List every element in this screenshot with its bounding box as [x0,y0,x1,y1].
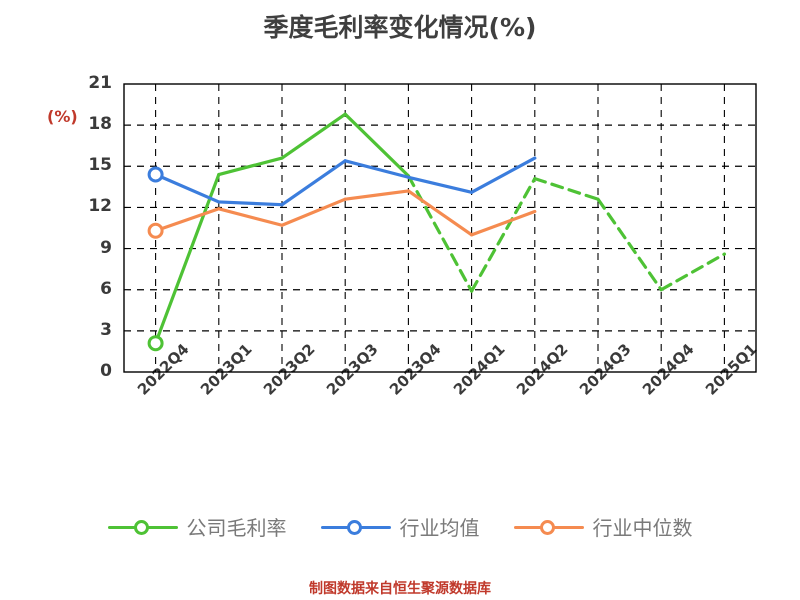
y-tick-label: 0 [100,361,112,381]
y-tick-label: 18 [88,114,112,135]
legend-item[interactable]: 公司毛利率 [107,512,287,541]
legend-marker-icon [513,517,584,537]
x-tick-label: 2024Q1 [449,340,509,399]
legend-marker-icon [107,517,178,537]
y-axis-label: (%) [47,107,78,126]
y-tick-label: 15 [88,155,112,176]
y-tick-label: 6 [100,278,112,299]
x-tick-label: 2023Q1 [196,340,256,399]
chart-footnote: 制图数据来自恒生聚源数据库 [309,581,491,597]
legend-label: 行业中位数 [592,516,693,540]
x-tick-label: 2024Q3 [576,340,635,399]
y-tick-label: 3 [100,319,112,340]
y-tick-label: 12 [88,196,112,217]
legend-item[interactable]: 行业均值 [320,512,480,541]
y-tick-label: 9 [100,237,112,258]
x-tick-label: 2023Q4 [386,340,446,399]
x-tick-label: 2023Q3 [323,340,382,399]
x-tick-label: 2024Q4 [639,340,698,399]
y-tick-label: 21 [88,73,112,93]
x-tick-label: 2023Q2 [260,340,319,399]
legend-marker-icon [320,517,391,537]
chart-title: 季度毛利率变化情况(%) [263,13,537,42]
legend-label: 公司毛利率 [186,516,287,540]
chart-legend: 公司毛利率 行业均值 行业中位数 [0,512,800,541]
legend-label: 行业均值 [399,516,480,540]
legend-item[interactable]: 行业中位数 [513,512,693,541]
x-tick-label: 2025Q1 [702,340,762,399]
x-tick-label: 2024Q2 [512,340,572,399]
x-tick-label: 2022Q4 [133,340,193,399]
